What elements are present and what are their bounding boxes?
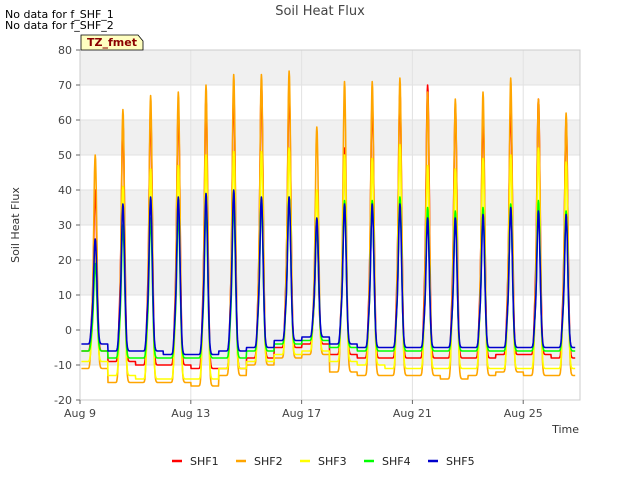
x-tick-label: Aug 25 bbox=[504, 407, 543, 420]
no-data-note-1: No data for f_SHF_1 bbox=[5, 8, 114, 21]
y-tick-label: 60 bbox=[58, 114, 72, 127]
plot-band bbox=[80, 225, 580, 260]
legend-label-shf1: SHF1 bbox=[190, 455, 219, 468]
y-tick-label: 80 bbox=[58, 44, 72, 57]
plot-band bbox=[80, 190, 580, 225]
y-tick-label: 40 bbox=[58, 184, 72, 197]
legend-label-shf3: SHF3 bbox=[318, 455, 347, 468]
y-tick-label: 0 bbox=[65, 324, 72, 337]
tz-badge: TZ_fmet bbox=[80, 34, 144, 51]
series-line-shf2 bbox=[80, 70, 576, 387]
y-tick-label: 70 bbox=[58, 79, 72, 92]
plot-band bbox=[80, 120, 580, 155]
y-tick-label: 20 bbox=[58, 254, 72, 267]
legend-label-shf4: SHF4 bbox=[382, 455, 411, 468]
y-axis-ticks: -20 -10 0 10 20 30 40 50 60 70 80 bbox=[54, 44, 80, 407]
legend-label-shf5: SHF5 bbox=[446, 455, 475, 468]
plot-band bbox=[80, 260, 580, 295]
legend: SHF1 SHF2 SHF3 SHF4 SHF5 bbox=[172, 455, 475, 468]
y-tick-label: -10 bbox=[54, 359, 72, 372]
y-tick-label: -20 bbox=[54, 394, 72, 407]
x-axis-label: Time bbox=[551, 423, 579, 436]
tz-badge-label: TZ_fmet bbox=[87, 36, 137, 49]
plot-band bbox=[80, 50, 580, 85]
x-tick-label: Aug 17 bbox=[282, 407, 321, 420]
tz-badge-shape bbox=[80, 34, 144, 51]
plot-band bbox=[80, 155, 580, 190]
plot-band bbox=[80, 295, 580, 330]
series-line-shf4 bbox=[80, 196, 576, 359]
y-tick-label: 30 bbox=[58, 219, 72, 232]
series-line-shf5 bbox=[80, 189, 576, 356]
series-line-shf1 bbox=[80, 84, 576, 370]
series-layer bbox=[80, 70, 576, 387]
plot-background-bands bbox=[80, 50, 580, 400]
x-axis-ticks: Aug 9 Aug 13 Aug 17 Aug 21 Aug 25 bbox=[64, 400, 543, 420]
chart-title: Soil Heat Flux bbox=[275, 4, 365, 19]
x-tick-label: Aug 21 bbox=[393, 407, 432, 420]
x-tick-label: Aug 13 bbox=[171, 407, 210, 420]
no-data-note-2: No data for f_SHF_2 bbox=[5, 19, 114, 32]
legend-label-shf2: SHF2 bbox=[254, 455, 283, 468]
y-tick-label: 50 bbox=[58, 149, 72, 162]
y-tick-label: 10 bbox=[58, 289, 72, 302]
plot-band bbox=[80, 85, 580, 120]
series-line-shf3 bbox=[80, 143, 576, 380]
y-axis-label: Soil Heat Flux bbox=[9, 187, 22, 263]
x-tick-label: Aug 9 bbox=[64, 407, 96, 420]
